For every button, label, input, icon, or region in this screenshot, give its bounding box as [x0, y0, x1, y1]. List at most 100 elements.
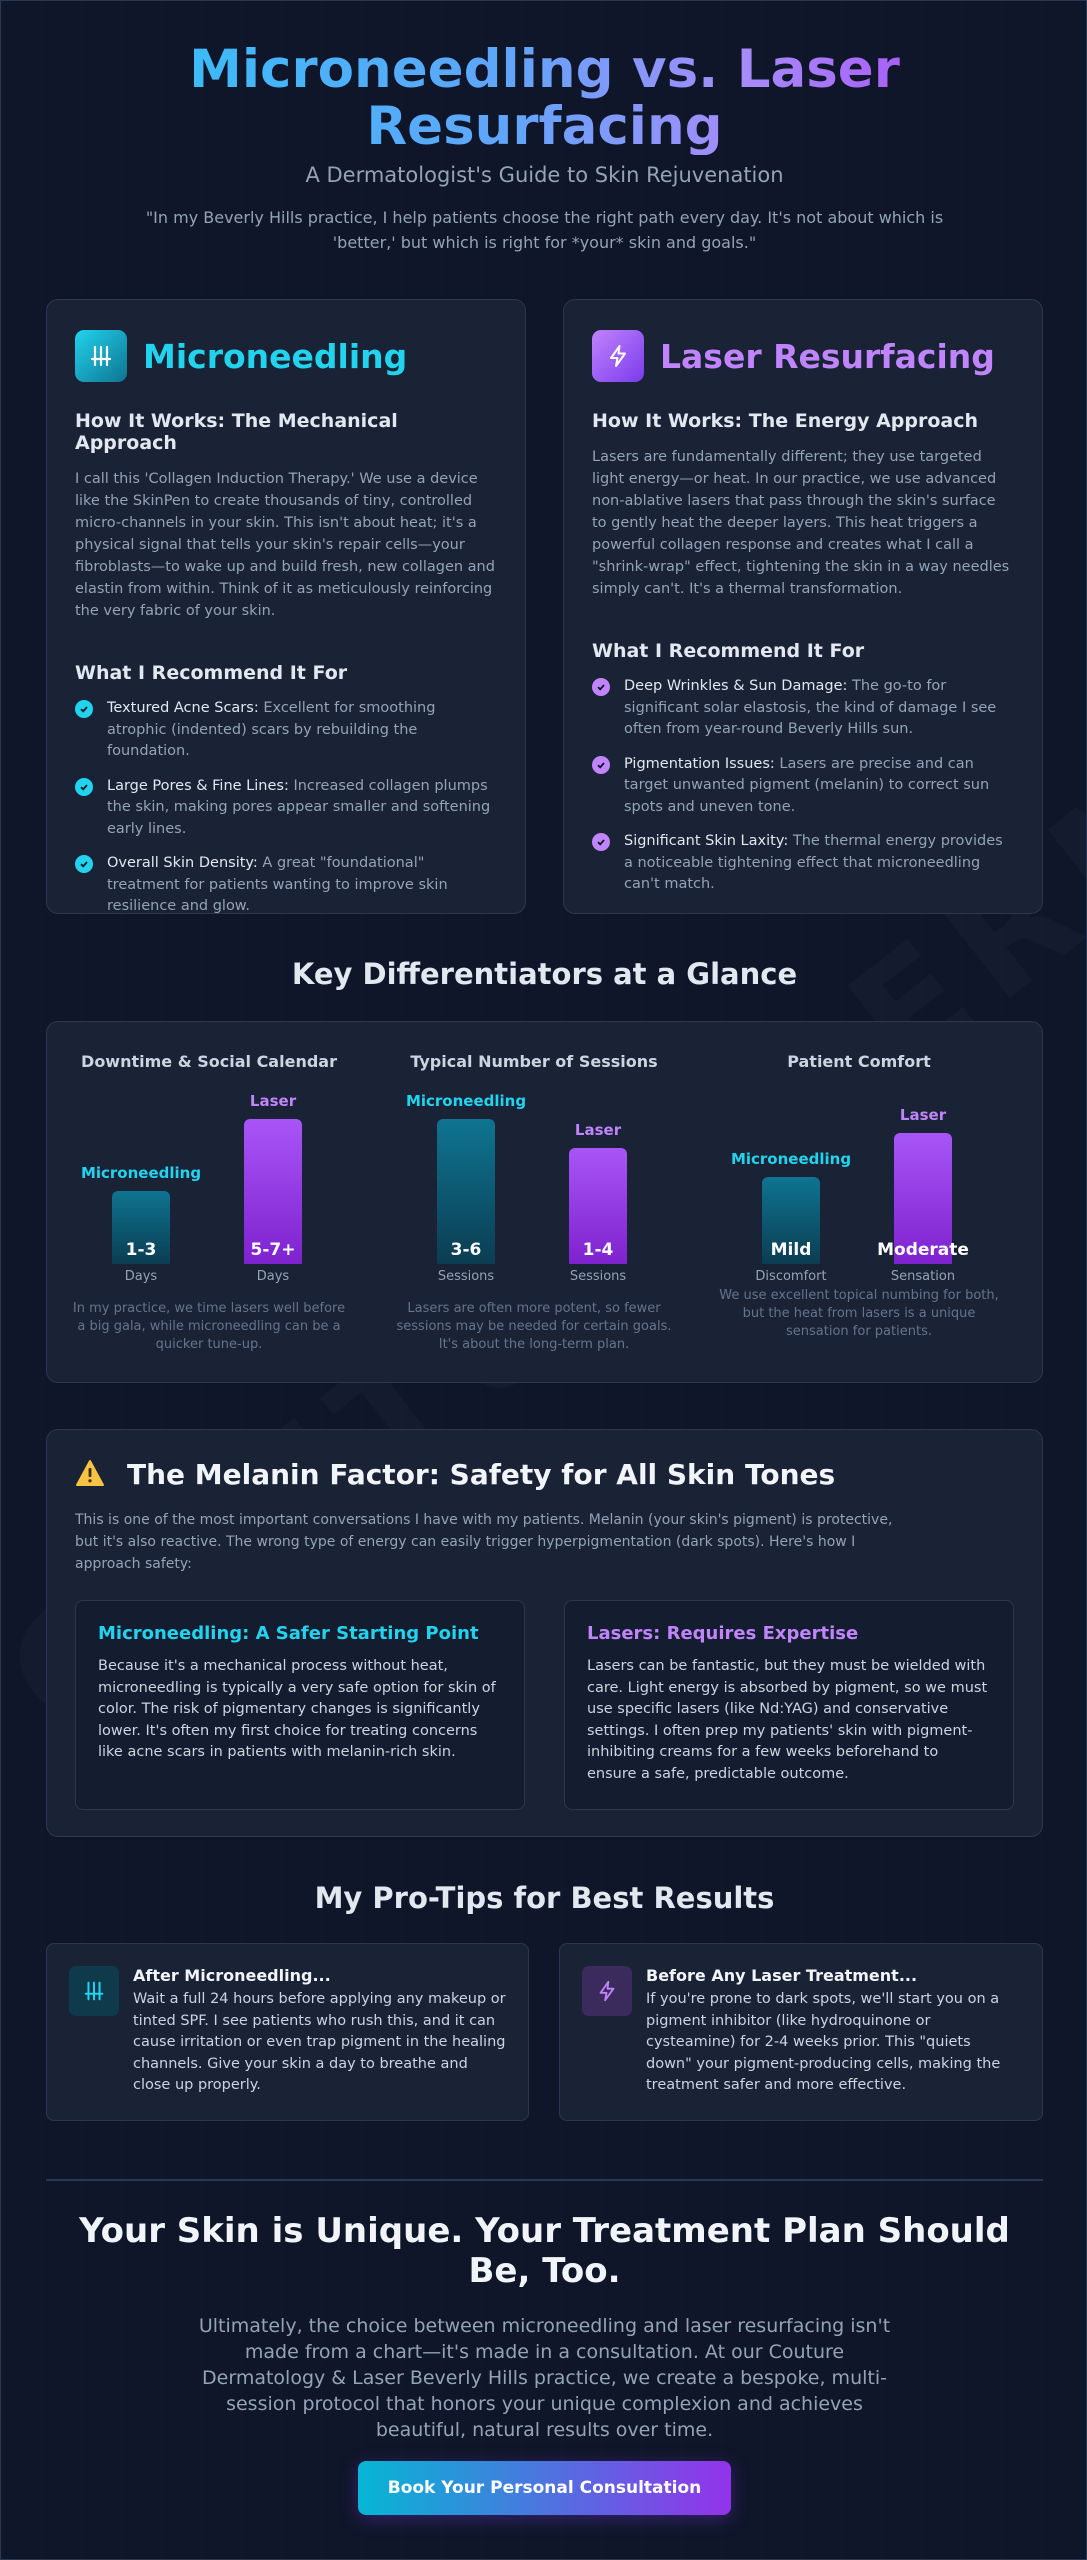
check-icon [592, 833, 610, 851]
laser-bar [244, 1119, 302, 1264]
melanin-laser-title: Lasers: Requires Expertise [587, 1623, 859, 1644]
melanin-microneedling-title: Microneedling: A Safer Starting Point [98, 1623, 479, 1644]
laser-title: Laser Resurfacing [660, 336, 995, 376]
laser-bar [569, 1148, 627, 1264]
tip-before-laser: Before Any Laser Treatment... If you're … [559, 1943, 1043, 2121]
check-icon [592, 678, 610, 696]
list-item: Significant Skin Laxity: The thermal ene… [592, 831, 1014, 896]
microneedling-bar [437, 1119, 495, 1264]
bar-value: 3-6 [450, 1240, 482, 1260]
bar-unit: Sensation [890, 1269, 956, 1284]
rec-label: Large Pores & Fine Lines: [107, 777, 289, 794]
tip-before-title: Before Any Laser Treatment... [646, 1966, 918, 1985]
bar-value: Mild [770, 1240, 812, 1260]
laser-rec-list: Deep Wrinkles & Sun Damage: The go-to fo… [592, 676, 1014, 896]
laser-rec-title: What I Recommend It For [592, 640, 865, 662]
laser-header: Laser Resurfacing [592, 330, 1014, 382]
closing-title: Your Skin is Unique. Your Treatment Plan… [79, 2211, 1010, 2291]
differentiator-column-title: Typical Number of Sessions [410, 1052, 658, 1071]
rec-text: Lasers are precise and can target unwant… [624, 755, 990, 815]
tip-after-title: After Microneedling... [133, 1966, 331, 1985]
bar-unit: Sessions [569, 1269, 627, 1284]
bar-label: Microneedling [405, 1092, 527, 1110]
laser-bar [894, 1133, 952, 1264]
closing-section: Your Skin is Unique. Your Treatment Plan… [1, 2211, 1086, 2443]
rec-text: A great "foundational" treatment for pat… [107, 855, 448, 914]
needles-icon [69, 1966, 119, 2016]
microneedling-bar [112, 1191, 170, 1264]
microneedling-header: Microneedling [75, 330, 497, 382]
differentiator-column: Downtime & Social Calendar Microneedling 1… [49, 1022, 369, 1362]
microneedling-card: Microneedling How It Works: The Mechanic… [46, 299, 526, 914]
intro-quote: "In my Beverly Hills practice, I help pa… [145, 208, 944, 252]
rec-label: Overall Skin Density: [107, 855, 258, 871]
rec-label: Textured Acne Scars: [107, 700, 259, 716]
melanin-laser-box: Lasers: Requires Expertise Lasers can be… [564, 1600, 1014, 1810]
tip-after-microneedling: After Microneedling... Wait a full 24 ho… [46, 1943, 529, 2121]
differentiator-column-title: Downtime & Social Calendar [81, 1052, 337, 1071]
list-item: Textured Acne Scars: Excellent for smoot… [75, 698, 497, 763]
melanin-microneedling-box: Microneedling: A Safer Starting Point Be… [75, 1600, 525, 1810]
rec-text: Increased collagen plumps the skin, maki… [107, 777, 491, 837]
rec-text: The thermal energy provides a noticeable… [624, 833, 1003, 892]
bar-value: Moderate [877, 1240, 969, 1260]
bar-label: Laser [899, 1106, 947, 1124]
differentiators-title: Key Differentiators at a Glance [291, 957, 798, 991]
differentiator-note: Lasers are often more potent, so fewer s… [396, 1301, 672, 1352]
melanin-intro: This is one of the most important conver… [75, 1512, 893, 1572]
differentiator-column: Typical Number of Sessions Microneedling 3… [374, 1022, 694, 1362]
differentiator-column-title: Patient Comfort [787, 1052, 931, 1071]
microneedling-bar [762, 1177, 820, 1264]
rec-label: Pigmentation Issues: [624, 755, 775, 772]
tips-title: My Pro-Tips for Best Results [314, 1881, 775, 1915]
bar-value: 1-4 [582, 1240, 614, 1260]
page-subtitle: A Dermatologist's Guide to Skin Rejuvena… [305, 163, 784, 187]
bar-label: Laser [574, 1121, 622, 1139]
bar-label: Microneedling [80, 1164, 202, 1182]
differentiator-note: In my practice, we time lasers well befo… [72, 1301, 346, 1352]
warning-icon [75, 1459, 105, 1491]
list-item: Pigmentation Issues: Lasers are precise … [592, 754, 1014, 819]
book-consultation-button[interactable]: Book Your Personal Consultation [358, 2461, 731, 2515]
list-item: Deep Wrinkles & Sun Damage: The go-to fo… [592, 676, 1014, 741]
microneedling-rec-list: Textured Acne Scars: Excellent for smoot… [75, 698, 497, 918]
rec-label: Deep Wrinkles & Sun Damage: [624, 678, 848, 694]
check-icon [75, 855, 93, 873]
differentiator-note: We use excellent topical numbing for bot… [719, 1288, 999, 1339]
list-item: Large Pores & Fine Lines: Increased coll… [75, 776, 497, 841]
melanin-microneedling-text: Because it's a mechanical process withou… [98, 1658, 496, 1760]
bar-value: 1-3 [125, 1240, 157, 1260]
microneedling-how-text: I call this 'Collagen Induction Therapy.… [75, 471, 495, 619]
differentiator-column: Patient Comfort Microneedling Mild Discomfo… [699, 1022, 1019, 1362]
list-item: Overall Skin Density: A great "foundatio… [75, 853, 497, 918]
microneedling-rec-title: What I Recommend It For [75, 662, 348, 684]
check-icon [592, 755, 610, 774]
laser-card: Laser Resurfacing How It Works: The Ener… [563, 299, 1043, 914]
bar-unit: Discomfort [755, 1269, 827, 1284]
check-icon [75, 777, 93, 796]
tip-before-text: If you're prone to dark spots, we'll sta… [646, 1991, 1001, 2093]
rec-label: Significant Skin Laxity: [624, 833, 789, 849]
laser-how-text: Lasers are fundamentally different; they… [592, 449, 1010, 597]
bar-unit: Sessions [437, 1269, 495, 1284]
laser-how-title: How It Works: The Energy Approach [592, 410, 979, 432]
microneedling-title: Microneedling [143, 336, 408, 376]
hero-section: Microneedling vs. Laser Resurfacing A De… [1, 41, 1086, 255]
lightning-icon [592, 330, 644, 382]
melanin-card: The Melanin Factor: Safety for All Skin … [46, 1429, 1043, 1837]
bar-value: 5-7+ [250, 1240, 296, 1260]
section-divider [46, 2179, 1043, 2181]
bar-unit: Days [124, 1269, 158, 1284]
tip-after-text: Wait a full 24 hours before applying any… [133, 1991, 506, 2093]
rec-text: Excellent for smoothing atrophic (indent… [107, 700, 436, 759]
bar-unit: Days [256, 1269, 290, 1284]
closing-text: Ultimately, the choice between microneed… [198, 2315, 891, 2441]
differentiators-card: Downtime & Social Calendar Microneedling 1… [46, 1021, 1043, 1383]
bar-label: Microneedling [730, 1150, 852, 1168]
melanin-laser-text: Lasers can be fantastic, but they must b… [587, 1658, 988, 1782]
lightning-icon [582, 1966, 632, 2016]
microneedling-how-title: How It Works: The Mechanical Approach [75, 410, 398, 454]
needles-icon [75, 330, 127, 382]
rec-text: The go-to for significant solar elastosi… [624, 678, 997, 737]
